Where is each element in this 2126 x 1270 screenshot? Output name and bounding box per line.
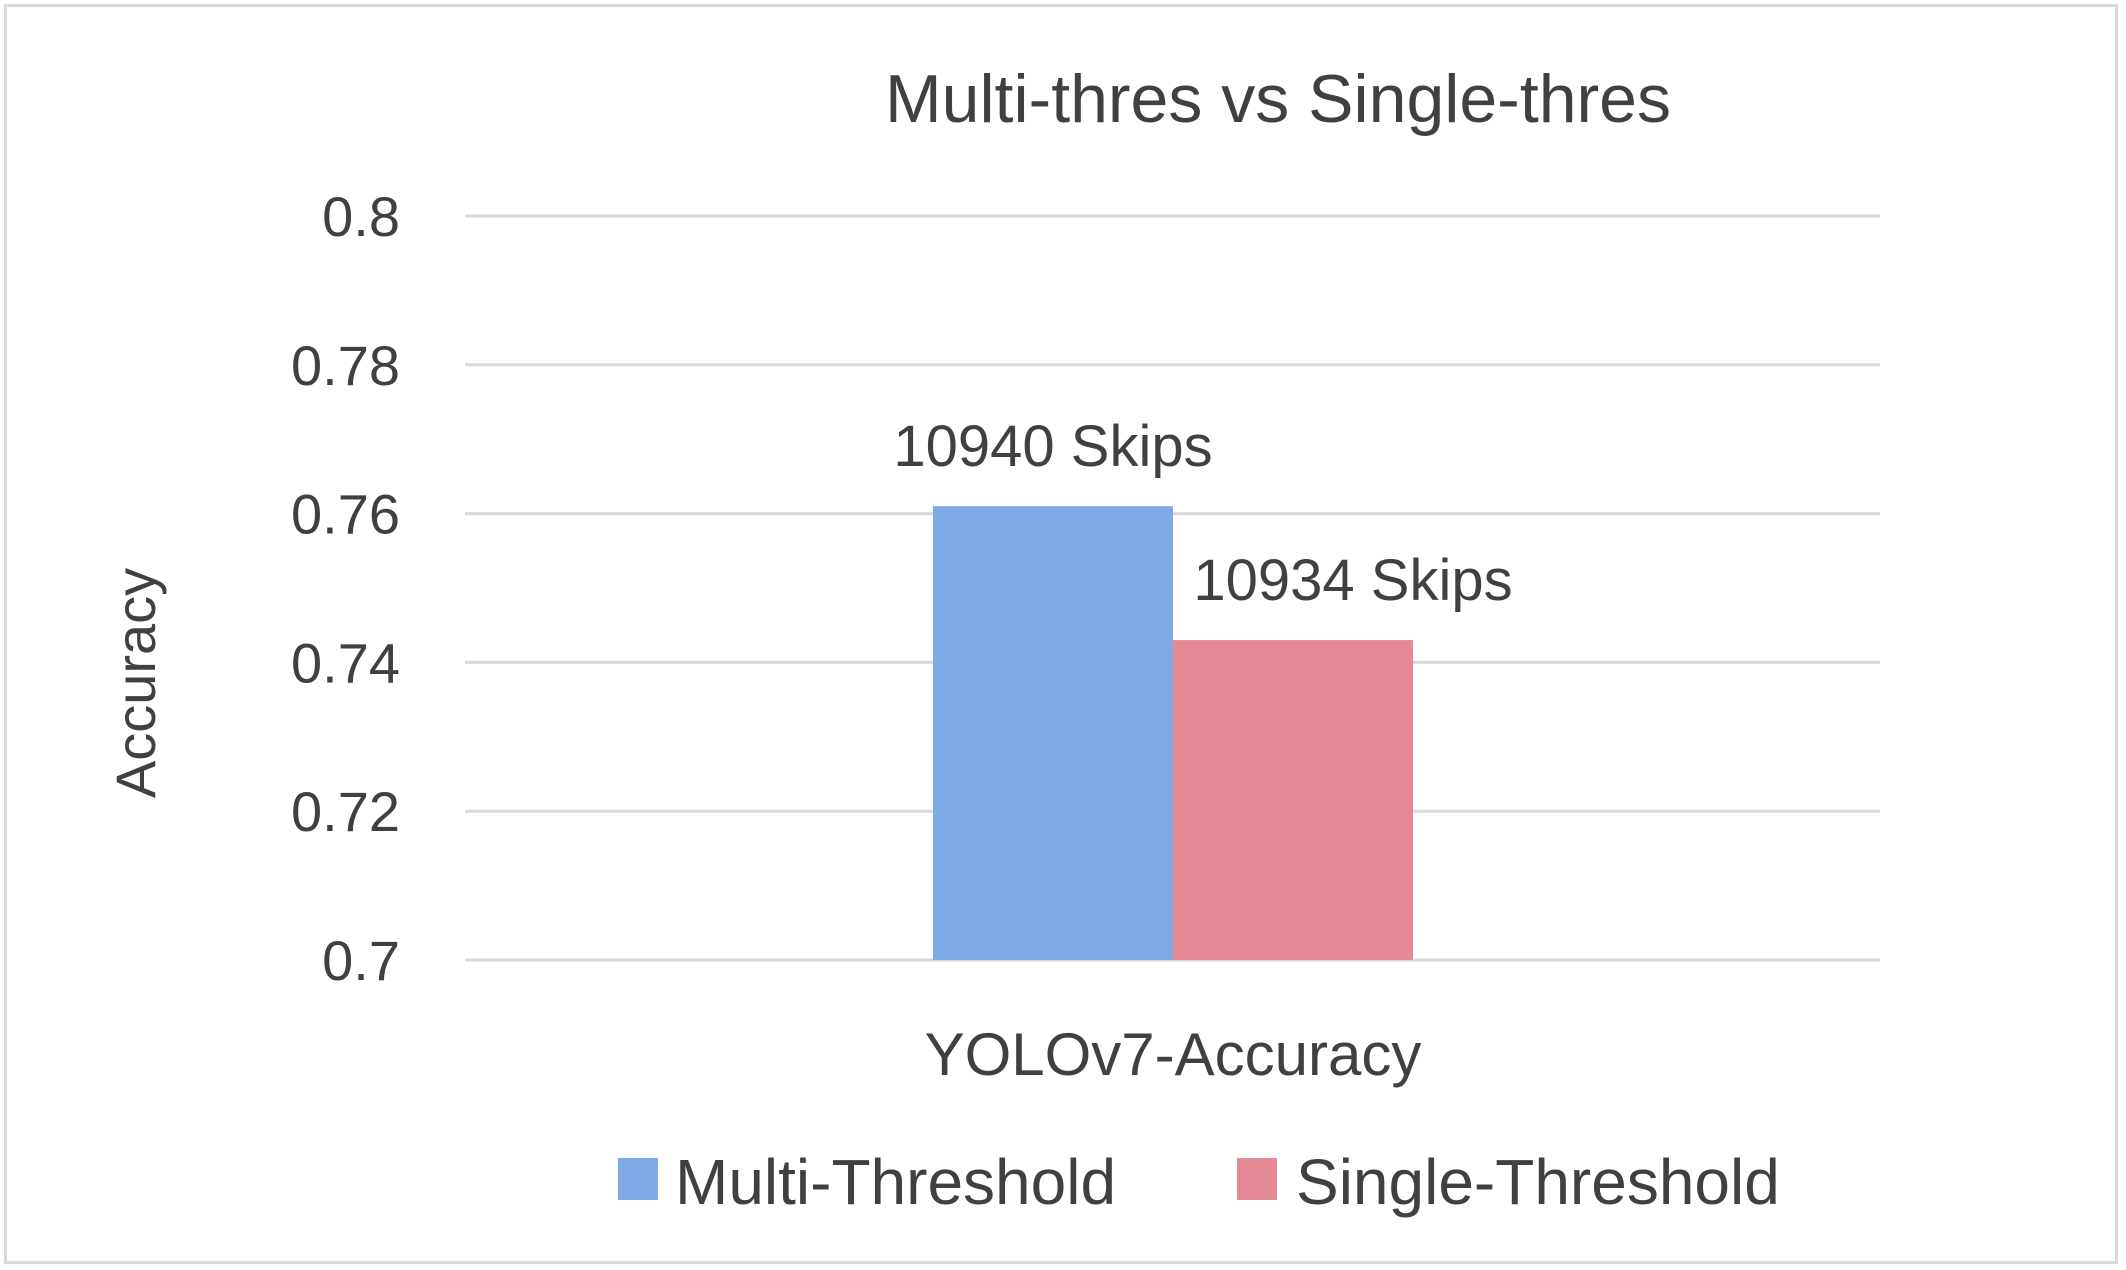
chart-title: Multi-thres vs Single-thres (885, 61, 1671, 137)
legend-label-multi-threshold: Multi-Threshold (675, 1146, 1116, 1218)
data-label-single-threshold: 10934 Skips (1193, 548, 1512, 613)
y-tick-label: 0.7 (322, 929, 400, 992)
bars (933, 506, 1413, 960)
y-tick-label: 0.76 (291, 483, 400, 546)
legend-label-single-threshold: Single-Threshold (1296, 1146, 1780, 1218)
bar-multi-threshold (933, 506, 1173, 960)
y-tick-label: 0.72 (291, 780, 400, 843)
y-axis-title: Accuracy (104, 568, 167, 798)
bar-single-threshold (1173, 640, 1413, 960)
y-tick-label: 0.8 (322, 185, 400, 248)
legend-swatch-multi-threshold (618, 1158, 658, 1200)
legend: Multi-Threshold Single-Threshold (618, 1146, 1780, 1218)
y-tick-label: 0.74 (291, 631, 400, 694)
data-labels: 10940 Skips 10934 Skips (893, 414, 1512, 613)
y-axis-ticks: 0.7 0.72 0.74 0.76 0.78 0.8 (291, 185, 400, 992)
y-tick-label: 0.78 (291, 334, 400, 397)
legend-swatch-single-threshold (1237, 1158, 1277, 1200)
gridlines (465, 214, 1880, 962)
x-category-label: YOLOv7-Accuracy (925, 1021, 1422, 1088)
data-label-multi-threshold: 10940 Skips (893, 414, 1212, 479)
